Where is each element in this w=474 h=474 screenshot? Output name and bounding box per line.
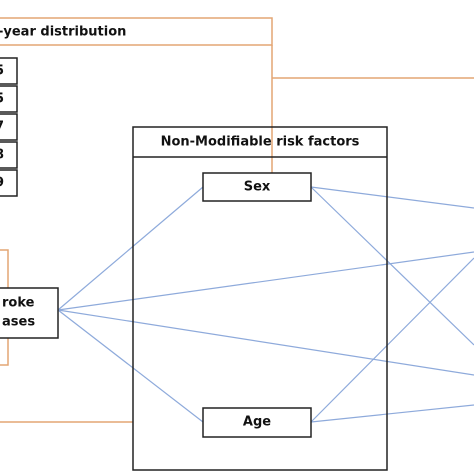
item-box [0, 169, 18, 197]
link [57, 186, 204, 311]
risk-factors-box [132, 126, 388, 471]
node-label: Sex [244, 180, 271, 195]
distribution-header [0, 17, 273, 46]
item-label: 5 [0, 92, 4, 107]
link [310, 257, 474, 423]
node-box [202, 172, 312, 202]
distribution-title: -year distribution [0, 25, 126, 40]
link [310, 186, 474, 209]
item-label: 8 [0, 148, 4, 163]
risk-factors-title: Non-Modifiable risk factors [161, 135, 360, 150]
link [310, 186, 474, 346]
link [57, 309, 474, 376]
item-box [0, 113, 18, 141]
cases-box [0, 287, 59, 339]
links [57, 186, 474, 423]
node-box [202, 407, 312, 438]
item-box [0, 85, 18, 113]
link [310, 404, 474, 423]
cases-label: roke [2, 296, 35, 311]
cases-label: ases [2, 315, 35, 330]
item-label: 9 [0, 176, 4, 191]
item-box [0, 57, 18, 85]
link [57, 309, 204, 423]
item-label: 7 [0, 120, 4, 135]
link [57, 251, 474, 311]
node-label: Age [243, 415, 271, 430]
item-box [0, 141, 18, 169]
item-label: 5 [0, 64, 4, 79]
